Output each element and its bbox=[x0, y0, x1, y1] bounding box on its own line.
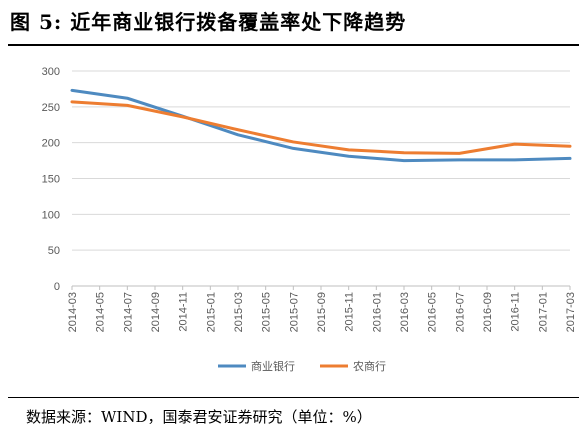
data-point bbox=[236, 128, 240, 132]
data-point bbox=[347, 148, 351, 152]
data-point bbox=[347, 154, 351, 158]
source-rule bbox=[8, 397, 579, 398]
legend-label-1: 农商行 bbox=[353, 359, 386, 373]
x-tick-label: 2016-09 bbox=[482, 292, 494, 332]
data-point bbox=[402, 151, 406, 155]
x-tick-label: 2016-03 bbox=[399, 292, 411, 332]
x-tick-label: 2014-03 bbox=[67, 292, 79, 332]
data-point bbox=[236, 133, 240, 137]
x-tick-label: 2015-05 bbox=[261, 292, 273, 332]
x-tick-label: 2014-07 bbox=[122, 292, 134, 332]
data-point bbox=[70, 88, 74, 92]
title-rule bbox=[8, 44, 579, 46]
data-point bbox=[568, 144, 572, 148]
data-point bbox=[125, 96, 129, 100]
line-chart: 0 50 100 150 200 250 300 2014-03 2014-05 2014-07 2… bbox=[42, 66, 577, 373]
source-note: 数据来源：WIND，国泰君安证券研究（单位：%） bbox=[26, 408, 372, 426]
x-tick-label: 2017-03 bbox=[565, 292, 577, 332]
legend-label-0: 商业银行 bbox=[251, 359, 295, 373]
y-tick-label: 0 bbox=[54, 281, 60, 293]
figure-title: 图 5: 近年商业银行拨备覆盖率处下降趋势 bbox=[10, 10, 407, 34]
x-tick-label: 2016-07 bbox=[454, 292, 466, 332]
y-tick-label: 150 bbox=[42, 174, 60, 186]
y-tick-label: 250 bbox=[42, 102, 60, 114]
data-point bbox=[513, 142, 517, 146]
data-point bbox=[291, 146, 295, 150]
x-tick-label: 2015-07 bbox=[288, 292, 300, 332]
y-tick-label: 300 bbox=[42, 66, 60, 78]
x-tick-label: 2016-01 bbox=[371, 292, 383, 332]
series-line-1 bbox=[70, 100, 572, 155]
data-point bbox=[568, 156, 572, 160]
x-tick-label: 2014-09 bbox=[150, 292, 162, 332]
data-point bbox=[181, 115, 185, 119]
data-point bbox=[70, 100, 74, 104]
x-tick-label: 2015-11 bbox=[344, 292, 356, 332]
data-point bbox=[457, 151, 461, 155]
x-tick-label: 2016-11 bbox=[510, 292, 522, 332]
y-tick-label: 50 bbox=[48, 245, 60, 257]
x-tick-label: 2015-01 bbox=[205, 292, 217, 332]
y-tick-label: 200 bbox=[42, 138, 60, 150]
data-point bbox=[402, 159, 406, 163]
y-tick-label: 100 bbox=[42, 209, 60, 221]
x-tick-label: 2016-05 bbox=[427, 292, 439, 332]
data-point bbox=[457, 158, 461, 162]
x-tick-label: 2015-09 bbox=[316, 292, 328, 332]
x-tick-label: 2014-05 bbox=[95, 292, 107, 332]
x-tick-label: 2015-03 bbox=[233, 292, 245, 332]
data-point bbox=[291, 140, 295, 144]
x-tick-label: 2014-11 bbox=[178, 292, 190, 332]
series-line-0 bbox=[70, 88, 572, 163]
x-tick-label: 2017-01 bbox=[537, 292, 549, 332]
data-point bbox=[513, 158, 517, 162]
data-point bbox=[125, 103, 129, 107]
